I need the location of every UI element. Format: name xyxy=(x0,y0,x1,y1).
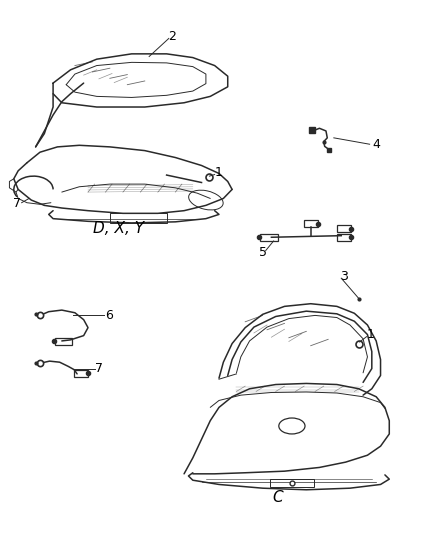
Bar xyxy=(304,220,318,227)
Bar xyxy=(110,213,166,223)
Bar xyxy=(74,370,88,376)
Text: 6: 6 xyxy=(105,309,113,322)
Text: D, X, Y: D, X, Y xyxy=(93,221,144,236)
Text: C: C xyxy=(272,490,283,505)
Text: 5: 5 xyxy=(259,246,267,259)
Bar xyxy=(337,225,351,232)
Text: 3: 3 xyxy=(340,270,348,282)
Text: 1: 1 xyxy=(215,166,223,180)
Text: 2: 2 xyxy=(168,30,176,43)
Text: 7: 7 xyxy=(13,197,21,211)
Text: 7: 7 xyxy=(95,362,103,375)
Bar xyxy=(55,338,72,345)
Text: 4: 4 xyxy=(373,138,381,151)
Bar xyxy=(270,479,314,487)
Bar xyxy=(261,233,278,241)
Text: 1: 1 xyxy=(367,327,375,341)
Bar xyxy=(337,233,351,241)
